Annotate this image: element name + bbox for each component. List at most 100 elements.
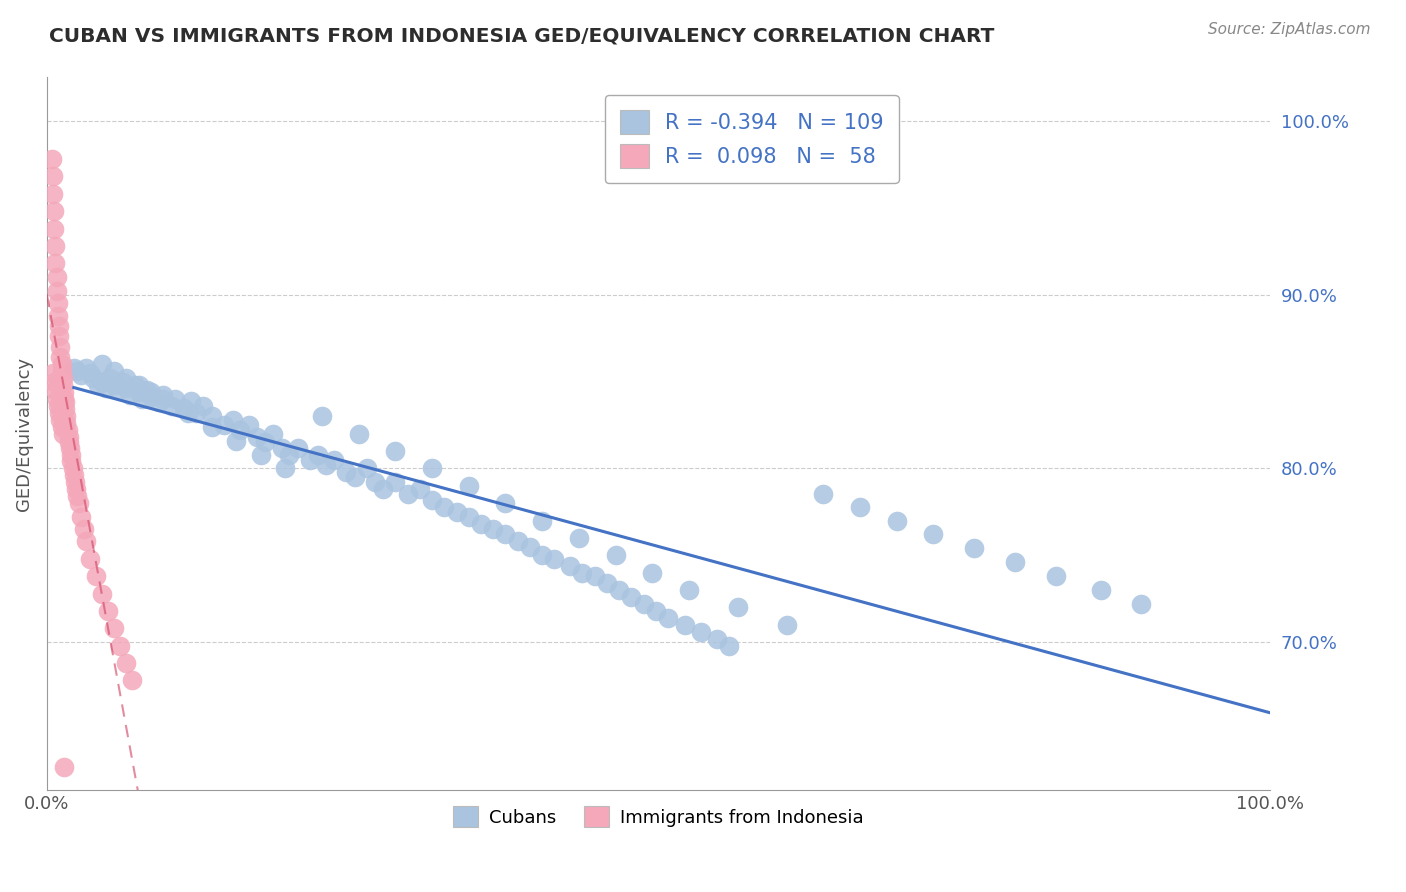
Point: [62, 360, 84, 375]
Point: [356, 461, 378, 475]
Point: [678, 583, 700, 598]
Point: [53, 395, 76, 409]
Point: [103, 364, 125, 378]
Point: [212, 417, 235, 432]
Point: [124, 378, 146, 392]
Point: [90, 375, 112, 389]
Point: [250, 448, 273, 462]
Point: [470, 516, 492, 531]
Point: [311, 409, 333, 424]
Point: [148, 395, 170, 409]
Point: [72, 522, 94, 536]
Point: [97, 604, 120, 618]
Point: [152, 388, 174, 402]
Point: [571, 566, 593, 580]
Point: [270, 441, 292, 455]
Point: [673, 617, 696, 632]
Point: [53, 384, 76, 399]
Point: [596, 576, 619, 591]
Point: [494, 527, 516, 541]
Point: [335, 465, 357, 479]
Point: [62, 468, 84, 483]
Point: [136, 383, 159, 397]
Point: [41, 152, 63, 166]
Point: [1004, 555, 1026, 569]
Point: [75, 534, 97, 549]
Point: [307, 448, 329, 462]
Point: [87, 378, 110, 392]
Point: [48, 329, 70, 343]
Point: [298, 452, 321, 467]
Point: [53, 760, 76, 774]
Point: [84, 569, 107, 583]
Point: [620, 590, 643, 604]
Point: [46, 399, 69, 413]
Point: [253, 435, 276, 450]
Point: [519, 540, 541, 554]
Point: [1090, 583, 1112, 598]
Point: [65, 483, 87, 497]
Point: [363, 475, 385, 490]
Point: [238, 417, 260, 432]
Point: [52, 378, 75, 392]
Point: [1130, 597, 1153, 611]
Point: [225, 434, 247, 448]
Point: [44, 239, 66, 253]
Point: [60, 448, 83, 462]
Point: [118, 388, 141, 402]
Point: [433, 500, 456, 514]
Point: [201, 409, 224, 424]
Point: [90, 586, 112, 600]
Point: [160, 399, 183, 413]
Point: [44, 375, 66, 389]
Point: [49, 350, 72, 364]
Point: [52, 426, 75, 441]
Point: [531, 549, 554, 563]
Point: [886, 514, 908, 528]
Point: [66, 364, 89, 378]
Point: [152, 392, 174, 406]
Point: [543, 551, 565, 566]
Point: [222, 413, 245, 427]
Point: [173, 401, 195, 415]
Point: [396, 487, 419, 501]
Point: [49, 413, 72, 427]
Point: [963, 541, 986, 556]
Point: [110, 639, 132, 653]
Point: [51, 364, 73, 378]
Point: [51, 357, 73, 371]
Point: [100, 371, 122, 385]
Point: [641, 566, 664, 580]
Point: [115, 656, 138, 670]
Point: [79, 551, 101, 566]
Point: [344, 470, 367, 484]
Point: [323, 452, 346, 467]
Point: [409, 483, 432, 497]
Point: [583, 569, 606, 583]
Point: [55, 416, 77, 430]
Point: [482, 522, 505, 536]
Point: [706, 632, 728, 646]
Point: [165, 392, 187, 406]
Point: [287, 441, 309, 455]
Point: [176, 406, 198, 420]
Point: [718, 639, 741, 653]
Point: [111, 375, 134, 389]
Point: [384, 475, 406, 490]
Point: [48, 406, 70, 420]
Point: [103, 378, 125, 392]
Point: [48, 318, 70, 333]
Point: [776, 617, 799, 632]
Point: [44, 383, 66, 397]
Point: [560, 558, 582, 573]
Point: [849, 500, 872, 514]
Point: [44, 204, 66, 219]
Point: [51, 419, 73, 434]
Point: [52, 371, 75, 385]
Point: [384, 444, 406, 458]
Point: [201, 419, 224, 434]
Point: [66, 489, 89, 503]
Point: [184, 406, 207, 420]
Point: [70, 510, 93, 524]
Point: [58, 435, 80, 450]
